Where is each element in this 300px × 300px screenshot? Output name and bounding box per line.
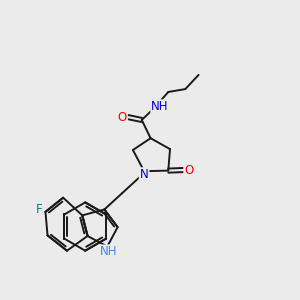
Text: N: N — [140, 168, 148, 181]
Text: O: O — [184, 164, 194, 176]
Text: NH: NH — [100, 245, 118, 258]
Text: NH: NH — [151, 100, 169, 113]
Text: O: O — [118, 110, 127, 124]
Text: F: F — [36, 203, 42, 216]
